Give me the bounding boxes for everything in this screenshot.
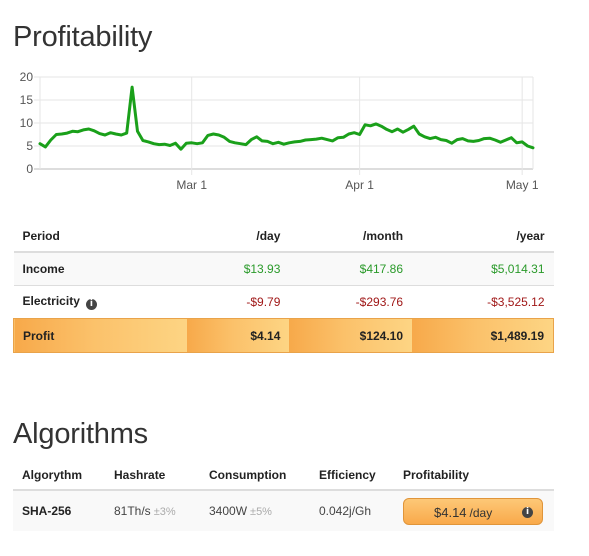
electricity-row: Electricity i -$9.79 -$293.76 -$3,525.12: [13, 285, 554, 319]
electricity-day: -$9.79: [186, 285, 290, 319]
col-day: /day: [186, 220, 290, 253]
chart-grid: [34, 76, 534, 175]
chart-series: [38, 85, 535, 151]
efficiency-value: 0.042j/Gh: [310, 490, 394, 531]
electricity-year: -$3,525.12: [412, 285, 554, 319]
income-row: Income $13.93 $417.86 $5,014.31: [13, 251, 554, 286]
income-month: $417.86: [289, 251, 413, 286]
y-tick-label: 10: [20, 116, 34, 130]
hashrate-value: 81Th/s: [114, 504, 151, 518]
consumption-tolerance: ±5%: [250, 506, 272, 518]
profit-month: $124.10: [289, 318, 413, 353]
y-tick-label: 15: [20, 93, 34, 107]
income-year: $5,014.31: [412, 251, 554, 286]
algorithms-table-header: Algorythm Hashrate Consumption Efficienc…: [13, 461, 554, 491]
profit-label: Profit: [12, 318, 187, 353]
algorithm-row: SHA-256 81Th/s ±3% 3400W ±5% 0.042j/Gh $4.…: [13, 490, 554, 531]
profit-year: $1,489.19: [412, 318, 555, 353]
y-axis-ticks: 0 5 10 15 20: [20, 70, 34, 176]
x-tick-label: Mar 1: [176, 178, 207, 192]
income-label: Income: [13, 251, 187, 286]
profit-unit: /day: [469, 505, 493, 520]
x-tick-label: Apr 1: [345, 178, 374, 192]
col-efficiency: Efficiency: [310, 461, 394, 491]
profitability-badge[interactable]: $4.14/day i: [403, 497, 543, 525]
info-icon[interactable]: i: [85, 299, 97, 310]
electricity-label-cell: Electricity i: [13, 285, 187, 319]
profitability-cell: $4.14/day i: [394, 490, 554, 531]
profitability-table: Period /day /month /year Income $13.93 $…: [12, 220, 555, 353]
profit-row: Profit $4.14 $124.10 $1,489.19: [12, 318, 555, 353]
profitability-chart: 0 5 10 15 20 Mar 1 Apr 1 May 1: [20, 70, 539, 192]
electricity-month: -$293.76: [289, 285, 413, 319]
consumption-cell: 3400W ±5%: [200, 490, 310, 531]
x-tick-label: May 1: [506, 178, 539, 192]
hashrate-tolerance: ±3%: [153, 506, 176, 518]
electricity-label: Electricity: [22, 294, 80, 308]
consumption-value: 3400W: [209, 504, 248, 518]
profit-amount: $4.14: [434, 504, 467, 520]
col-period: Period: [13, 220, 187, 253]
col-algorythm: Algorythm: [13, 461, 105, 491]
col-consumption: Consumption: [200, 461, 310, 491]
col-hashrate: Hashrate: [105, 461, 200, 491]
algorithm-name: SHA-256: [13, 490, 105, 531]
col-profitability: Profitability: [394, 461, 554, 491]
profit-line: [38, 85, 535, 151]
algorithms-table: Algorythm Hashrate Consumption Efficienc…: [13, 461, 554, 531]
profit-day: $4.14: [186, 318, 290, 353]
col-month: /month: [289, 220, 413, 253]
y-tick-label: 0: [26, 162, 33, 176]
x-axis-ticks: Mar 1 Apr 1 May 1: [176, 178, 538, 192]
income-day: $13.93: [186, 251, 290, 286]
profitability-table-header: Period /day /month /year: [13, 220, 554, 253]
profitability-title: Profitability: [13, 21, 153, 53]
y-tick-label: 5: [26, 139, 33, 153]
col-year: /year: [412, 220, 554, 253]
info-icon[interactable]: i: [522, 506, 533, 518]
hashrate-cell: 81Th/s ±3%: [105, 490, 200, 531]
algorithms-title: Algorithms: [13, 418, 148, 450]
y-tick-label: 20: [20, 70, 34, 84]
